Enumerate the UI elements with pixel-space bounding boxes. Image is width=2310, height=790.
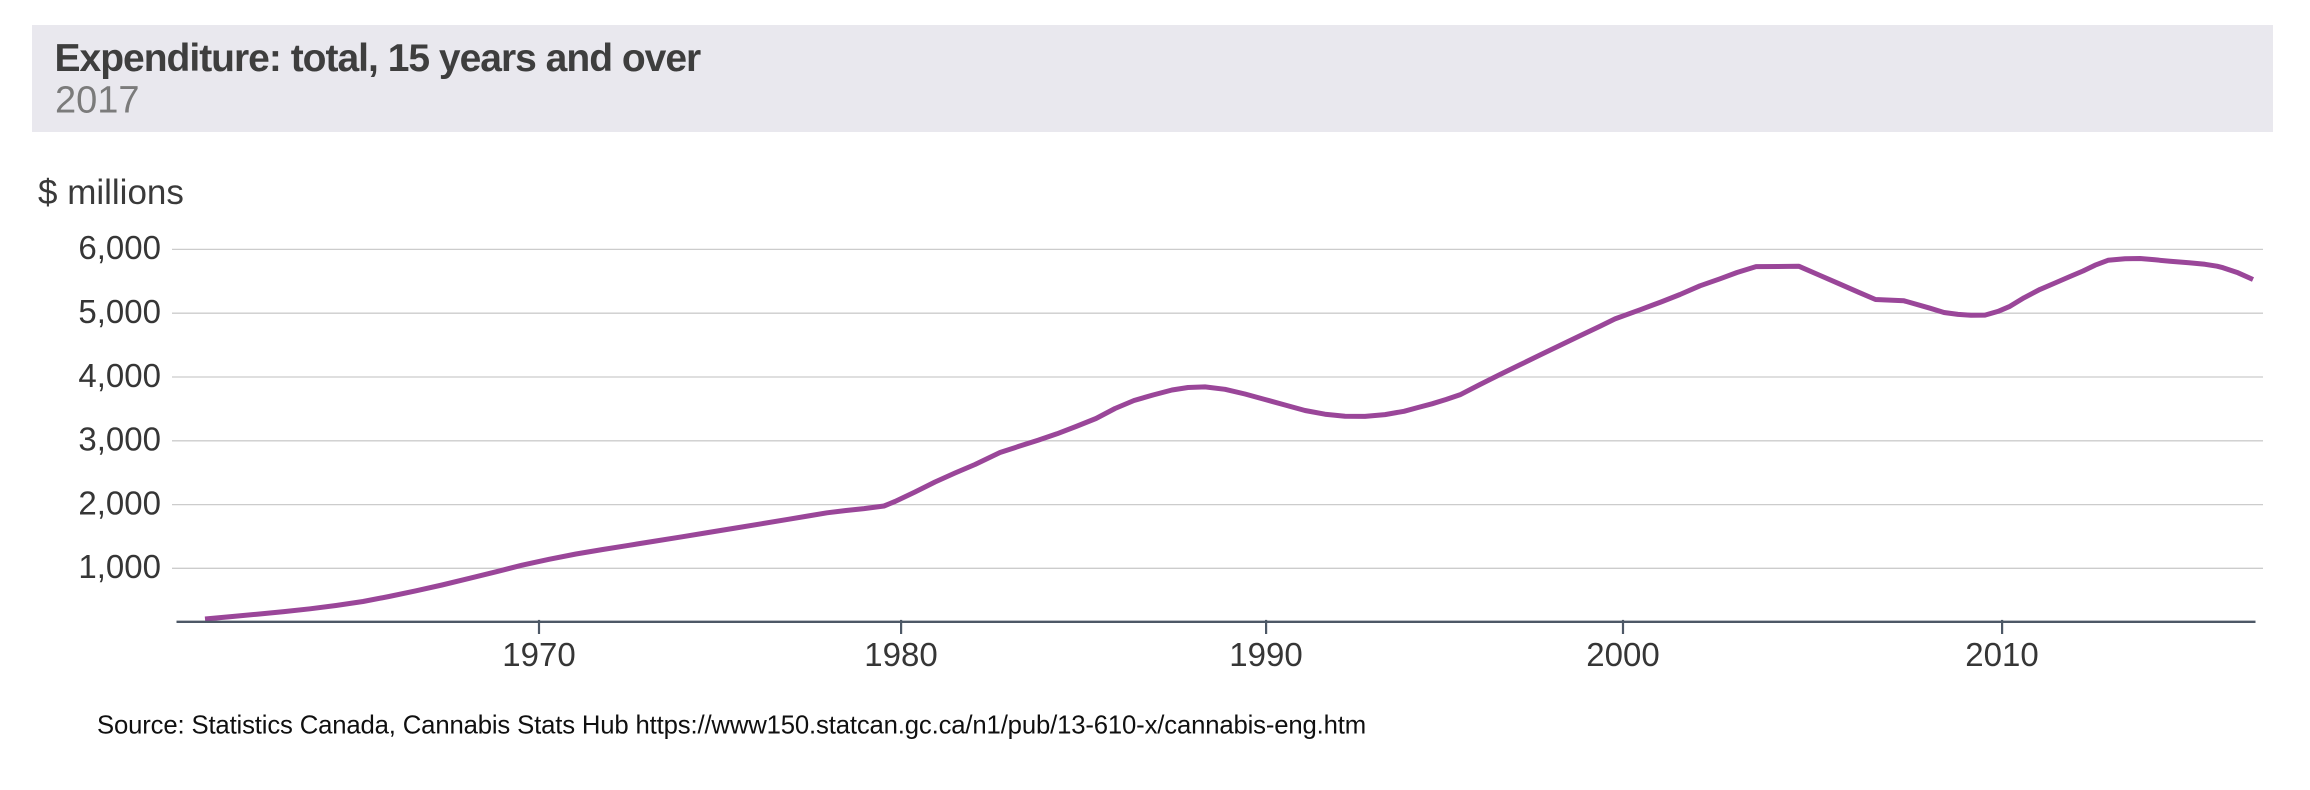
svg-text:2000: 2000	[1586, 636, 1659, 673]
svg-text:1970: 1970	[502, 636, 575, 673]
svg-text:Expenditure: total, 15 years a: Expenditure: total, 15 years and over	[55, 37, 702, 80]
svg-text:2,000: 2,000	[78, 484, 161, 521]
svg-text:5,000: 5,000	[78, 293, 161, 330]
svg-text:3,000: 3,000	[78, 421, 161, 458]
svg-text:$ millions: $ millions	[38, 173, 184, 212]
svg-text:4,000: 4,000	[78, 357, 161, 394]
svg-text:1980: 1980	[864, 636, 937, 673]
svg-text:Source: Statistics Canada, Can: Source: Statistics Canada, Cannabis Stat…	[97, 712, 1366, 740]
svg-text:1,000: 1,000	[78, 548, 161, 585]
svg-text:2010: 2010	[1965, 636, 2038, 673]
svg-text:2017: 2017	[55, 80, 140, 122]
svg-text:1990: 1990	[1229, 636, 1302, 673]
svg-text:6,000: 6,000	[78, 229, 161, 266]
